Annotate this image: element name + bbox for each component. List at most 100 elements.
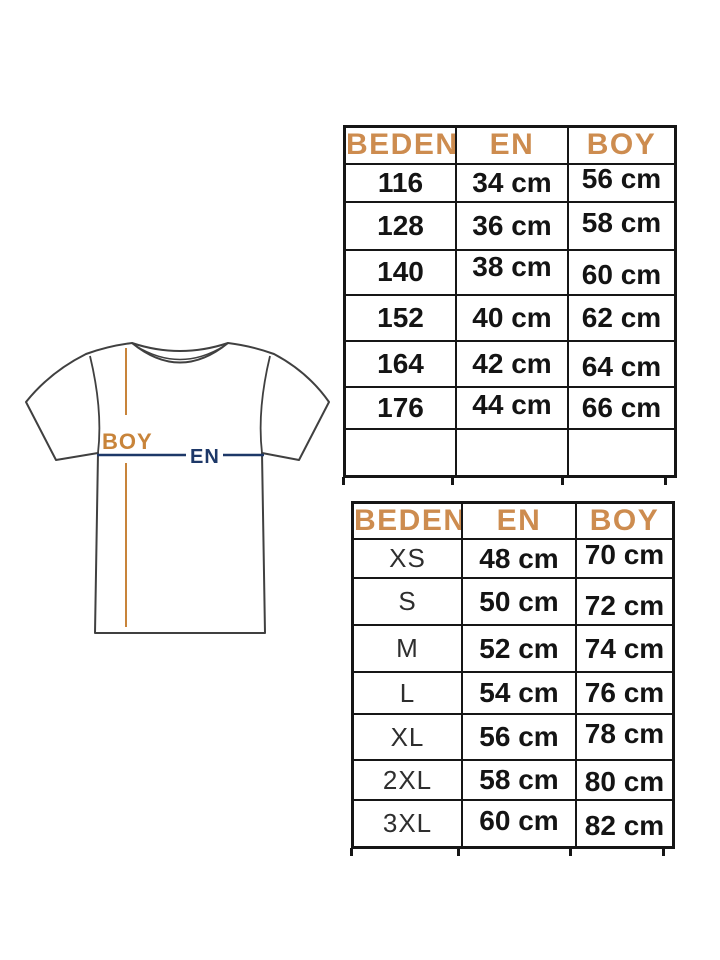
boy-cell: 72 cm (575, 577, 675, 626)
boy-value: 56 cm (581, 163, 662, 194)
size-cell: 164 (343, 339, 457, 388)
border-tail (569, 847, 572, 856)
table-row: L 54 cm 76 cm (351, 671, 675, 715)
table-row: 164 42 cm 64 cm (343, 339, 677, 388)
size-cell: S (351, 577, 463, 626)
header-boy: BOY (567, 125, 677, 165)
adult-size-table: BEDEN EN BOY XS 48 cm 70 cm S 50 cm 72 c… (350, 501, 675, 856)
size-value: L (399, 677, 416, 708)
size-cell (343, 427, 457, 478)
boy-cell: 80 cm (575, 759, 675, 801)
en-cell: 56 cm (461, 713, 577, 761)
table-header-row: BEDEN EN BOY (351, 501, 675, 540)
size-value: S (398, 586, 417, 616)
en-cell: 60 cm (461, 799, 577, 848)
size-value: 116 (377, 166, 424, 198)
border-tail (457, 847, 460, 856)
border-tail (664, 477, 667, 485)
en-value: 60 cm (479, 805, 559, 837)
table-row: M 52 cm 74 cm (351, 624, 675, 673)
boy-value: 74 cm (584, 632, 665, 664)
en-value: 36 cm (472, 209, 552, 241)
size-value: M (396, 633, 419, 663)
border-tail (561, 477, 564, 485)
size-value: 152 (377, 301, 424, 333)
right-armhole-seam (259, 355, 271, 454)
header-beden: BEDEN (343, 125, 457, 165)
size-value: XS (389, 543, 426, 573)
en-value: 56 cm (479, 721, 559, 752)
boy-cell: 76 cm (575, 671, 675, 715)
boy-cell: 66 cm (567, 385, 677, 430)
kids-size-table-grid: BEDEN EN BOY 116 34 cm 56 cm 128 36 cm 5… (343, 125, 677, 478)
table-row: 128 36 cm 58 cm (343, 200, 677, 251)
en-value: 48 cm (479, 542, 559, 574)
boy-value: 62 cm (581, 301, 662, 333)
boy-cell: 62 cm (567, 293, 677, 342)
border-tail (342, 477, 345, 485)
border-tail (451, 477, 454, 485)
boy-cell (567, 427, 677, 478)
boy-value: 70 cm (584, 539, 665, 570)
table-row: S 50 cm 72 cm (351, 577, 675, 626)
table-row: XS 48 cm 70 cm (351, 538, 675, 579)
size-cell: 152 (343, 293, 457, 342)
boy-value: 82 cm (584, 810, 665, 842)
en-cell: 34 cm (455, 162, 569, 203)
table-row: 176 44 cm 66 cm (343, 385, 677, 430)
boy-cell: 64 cm (567, 339, 677, 388)
header-boy: BOY (575, 501, 675, 540)
boy-value: 58 cm (581, 206, 662, 238)
size-value: 3XL (382, 807, 433, 838)
en-cell: 58 cm (461, 759, 577, 801)
header-beden: BEDEN (351, 501, 463, 540)
header-en: EN (461, 501, 577, 540)
boy-value: 78 cm (584, 718, 665, 749)
boy-value: 80 cm (584, 766, 665, 797)
table-row: 152 40 cm 62 cm (343, 293, 677, 342)
table-row: 2XL 58 cm 80 cm (351, 759, 675, 801)
table-row: 3XL 60 cm 82 cm (351, 799, 675, 848)
boy-cell: 60 cm (567, 248, 677, 296)
size-cell: 3XL (351, 799, 463, 848)
size-cell: XL (351, 713, 463, 761)
boy-value: 76 cm (584, 677, 665, 708)
boy-cell: 74 cm (575, 624, 675, 673)
size-cell: XS (351, 538, 463, 579)
en-cell: 50 cm (461, 577, 577, 626)
table-row: 140 38 cm 60 cm (343, 248, 677, 296)
en-value: 34 cm (472, 166, 552, 198)
en-value: 38 cm (472, 251, 552, 283)
boy-value: 64 cm (581, 350, 662, 382)
en-value: 44 cm (472, 388, 552, 420)
boy-value: 66 cm (581, 391, 662, 423)
en-cell: 40 cm (455, 293, 569, 342)
size-cell: 140 (343, 248, 457, 296)
en-measure-label: EN (190, 446, 220, 468)
size-cell: 116 (343, 162, 457, 203)
table-row: 116 34 cm 56 cm (343, 162, 677, 203)
size-cell: 176 (343, 385, 457, 430)
size-cell: L (351, 671, 463, 715)
tshirt-outline (25, 342, 330, 634)
size-cell: 128 (343, 200, 457, 251)
size-value: 128 (377, 209, 424, 241)
size-cell: M (351, 624, 463, 673)
adult-size-table-grid: BEDEN EN BOY XS 48 cm 70 cm S 50 cm 72 c… (351, 501, 675, 849)
table-header-row: BEDEN EN BOY (343, 125, 677, 165)
en-value: 50 cm (479, 585, 559, 617)
en-value: 54 cm (479, 677, 559, 708)
boy-cell: 82 cm (575, 799, 675, 848)
en-cell: 36 cm (455, 200, 569, 251)
header-en: EN (455, 125, 569, 165)
en-cell: 48 cm (461, 538, 577, 579)
kids-size-table: BEDEN EN BOY 116 34 cm 56 cm 128 36 cm 5… (342, 125, 677, 485)
boy-cell: 70 cm (575, 538, 675, 579)
boy-cell: 56 cm (567, 162, 677, 203)
en-cell: 42 cm (455, 339, 569, 388)
en-value: 40 cm (472, 301, 552, 333)
size-value: 164 (377, 347, 424, 379)
en-value: 58 cm (479, 764, 559, 795)
size-cell: 2XL (351, 759, 463, 801)
